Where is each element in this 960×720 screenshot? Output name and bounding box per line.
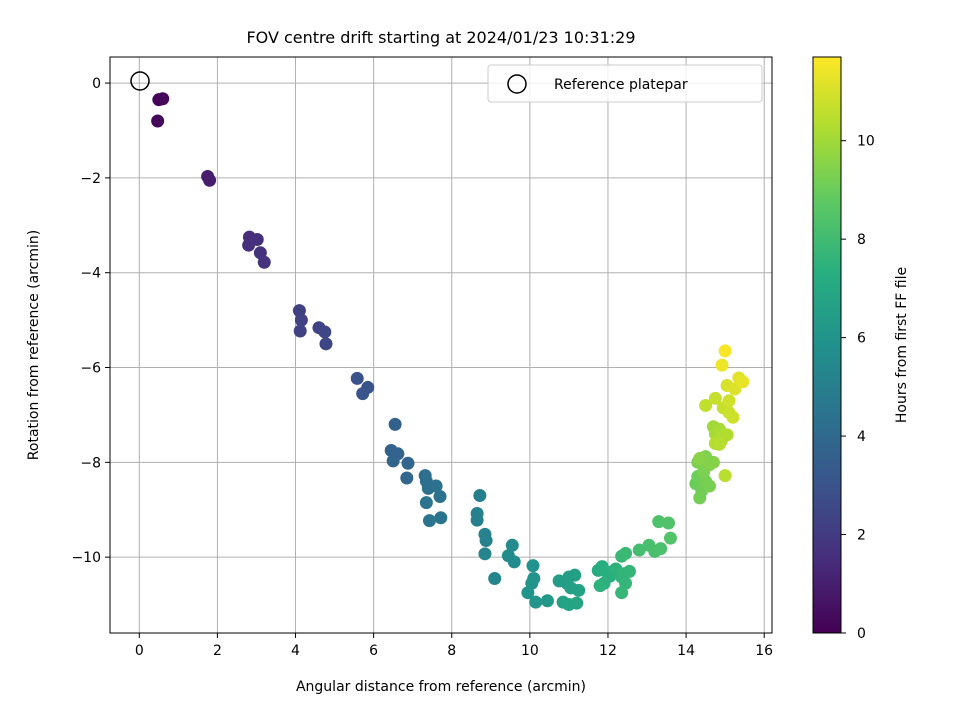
- data-point: [434, 511, 448, 525]
- data-point: [718, 469, 732, 483]
- data-point: [568, 568, 582, 582]
- data-point: [593, 579, 607, 593]
- data-point: [622, 564, 636, 578]
- data-point: [470, 513, 484, 527]
- data-point: [654, 542, 668, 556]
- colorbar-tick-label: 0: [857, 626, 866, 642]
- y-tick-label: −4: [80, 266, 101, 282]
- x-tick-label: 2: [213, 643, 222, 659]
- colorbar-tick-label: 10: [857, 134, 875, 150]
- colorbar-label: Hours from first FF file: [894, 267, 910, 423]
- data-point: [488, 571, 502, 585]
- data-point: [662, 516, 676, 530]
- data-point: [151, 114, 165, 128]
- x-tick-label: 4: [291, 643, 300, 659]
- y-axis-ticks: 0 −2 −4 −6 −8 −10: [71, 76, 110, 566]
- reference-platepar-marker: [130, 71, 150, 91]
- data-point: [433, 489, 447, 503]
- x-tick-label: 14: [677, 643, 695, 659]
- data-point: [419, 496, 433, 510]
- x-tick-label: 10: [521, 643, 539, 659]
- data-point: [422, 514, 436, 528]
- colorbar-gradient: [812, 56, 842, 634]
- data-point: [706, 455, 720, 469]
- data-point: [693, 452, 707, 466]
- y-axis-label: Rotation from reference (arcmin): [26, 230, 42, 460]
- grid-lines: [110, 57, 772, 633]
- data-point: [663, 531, 677, 545]
- data-point: [615, 586, 629, 600]
- data-point: [652, 515, 666, 529]
- data-point: [507, 555, 521, 569]
- data-point: [293, 324, 307, 338]
- data-point: [526, 559, 540, 573]
- data-point: [632, 543, 646, 557]
- y-tick-label: 0: [92, 76, 101, 92]
- colorbar-tick-label: 6: [857, 331, 866, 347]
- data-point: [529, 595, 543, 609]
- data-point: [570, 596, 584, 610]
- data-point: [703, 479, 717, 493]
- data-point: [712, 437, 726, 451]
- colorbar-ticks: 0 2 4 6 8 10: [841, 134, 875, 642]
- y-tick-label: −8: [80, 455, 101, 471]
- plot-area-frame: [109, 56, 773, 634]
- x-tick-label: 0: [135, 643, 144, 659]
- legend-entry: Reference platepar: [554, 77, 688, 93]
- data-point: [720, 428, 734, 442]
- data-point: [478, 547, 492, 561]
- chart-title: FOV centre drift starting at 2024/01/23 …: [246, 28, 635, 47]
- colorbar-tick-label: 2: [857, 528, 866, 544]
- data-point: [572, 583, 586, 597]
- data-point: [429, 479, 443, 493]
- data-points: [151, 92, 750, 612]
- x-tick-label: 6: [369, 643, 378, 659]
- data-point: [386, 454, 400, 468]
- data-point: [521, 586, 535, 600]
- data-point: [722, 394, 736, 408]
- colorbar-tick-label: 4: [857, 429, 866, 445]
- data-point: [718, 344, 732, 358]
- data-point: [400, 471, 414, 485]
- legend-box: [487, 64, 763, 103]
- colorbar: 0 2 4 6 8 10 Hours from first FF file: [812, 56, 910, 642]
- legend: Reference platepar: [487, 64, 763, 103]
- x-tick-label: 16: [755, 643, 773, 659]
- legend-marker: [507, 74, 527, 94]
- x-axis-label: Angular distance from reference (arcmin): [296, 679, 586, 695]
- data-point: [693, 491, 707, 505]
- data-point: [203, 173, 217, 187]
- data-point: [257, 255, 271, 269]
- data-point: [319, 337, 333, 351]
- y-tick-label: −10: [71, 550, 101, 566]
- data-point: [350, 371, 364, 385]
- data-point: [401, 456, 415, 470]
- data-point: [388, 417, 402, 431]
- data-point: [479, 534, 493, 548]
- x-tick-label: 8: [447, 643, 456, 659]
- data-point: [708, 391, 722, 405]
- data-point: [540, 594, 554, 608]
- data-point: [356, 387, 370, 401]
- colorbar-tick-label: 8: [857, 232, 866, 248]
- data-point: [726, 410, 740, 424]
- data-point: [473, 489, 487, 503]
- data-point: [619, 546, 633, 560]
- data-point: [318, 325, 332, 339]
- data-point: [736, 375, 750, 389]
- y-tick-label: −6: [80, 361, 101, 377]
- y-tick-label: −2: [80, 171, 101, 187]
- data-point: [156, 92, 170, 106]
- x-tick-label: 12: [599, 643, 617, 659]
- data-point: [242, 238, 256, 252]
- data-point: [505, 538, 519, 552]
- data-point: [715, 358, 729, 372]
- data-point: [294, 313, 308, 327]
- x-axis-ticks: 0 2 4 6 8 10 12 14 16: [135, 633, 773, 659]
- data-point: [699, 398, 713, 412]
